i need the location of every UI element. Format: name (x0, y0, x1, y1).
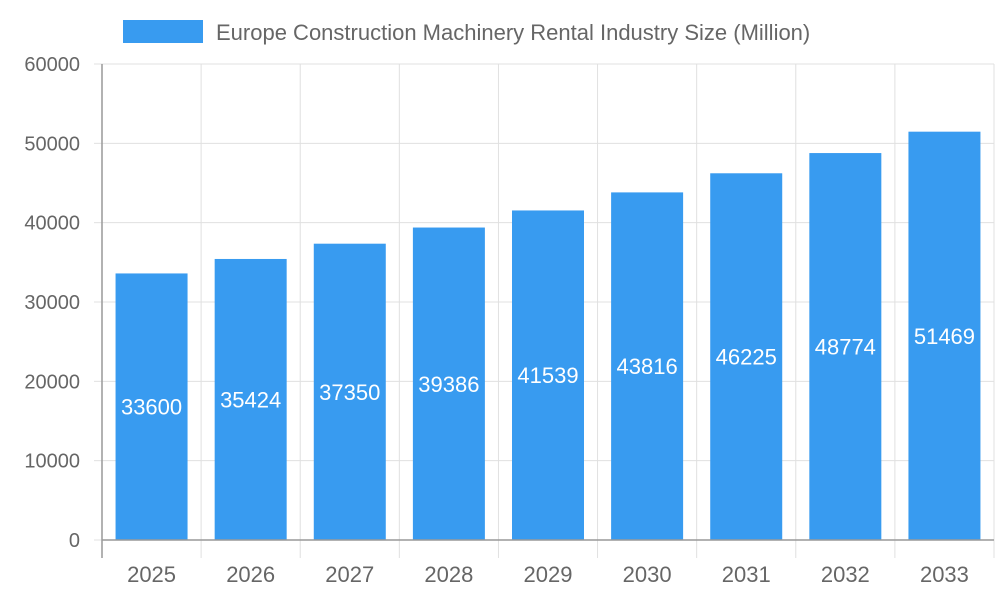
axes: 0 10000 20000 30000 40000 50000 60000 2025 2026 2… (24, 54, 994, 587)
bar-2032 (809, 153, 882, 540)
y-tick-label: 50000 (24, 133, 80, 155)
x-tick-label: 2026 (226, 562, 275, 587)
bar-2033 (908, 131, 981, 540)
data-label: 46225 (716, 345, 777, 370)
data-label: 37350 (319, 380, 380, 405)
bar-2030 (611, 192, 684, 540)
bar-2029 (512, 210, 584, 540)
x-tick-label: 2030 (623, 562, 672, 587)
data-label: 33600 (121, 395, 182, 420)
y-tick-label: 10000 (24, 451, 80, 473)
legend-label: Europe Construction Machinery Rental Ind… (216, 20, 810, 45)
data-label: 35424 (220, 387, 281, 412)
y-tick-label: 40000 (24, 213, 80, 235)
y-tick-label: 30000 (24, 292, 80, 314)
x-tick-label: 2029 (524, 562, 573, 587)
bar-2031 (710, 173, 783, 540)
data-label: 51469 (914, 324, 975, 349)
data-label: 39386 (418, 372, 479, 397)
x-tick-label: 2025 (127, 562, 176, 587)
data-label: 48774 (815, 335, 876, 360)
x-tick-label: 2027 (325, 562, 374, 587)
data-label: 43816 (617, 354, 678, 379)
y-tick-label: 60000 (24, 54, 80, 76)
bar-2026 (214, 258, 287, 540)
bar-2028 (412, 227, 485, 541)
bar-2027 (313, 243, 386, 540)
legend-swatch (123, 20, 203, 43)
legend: Europe Construction Machinery Rental Ind… (123, 20, 810, 45)
x-tick-label: 2031 (722, 562, 771, 587)
grid (102, 63, 995, 558)
bars: 33600 35424 37350 39386 41539 43816 46225 48774… (115, 131, 981, 541)
y-tick-label: 20000 (24, 371, 80, 393)
x-tick-label: 2033 (920, 562, 969, 587)
bar-2025 (115, 273, 188, 540)
x-tick-label: 2028 (424, 562, 473, 587)
data-label: 41539 (517, 363, 578, 388)
y-tick-label: 0 (69, 530, 80, 552)
x-tick-label: 2032 (821, 562, 870, 587)
